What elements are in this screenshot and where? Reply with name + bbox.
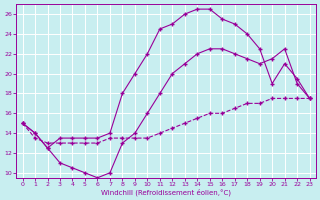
X-axis label: Windchill (Refroidissement éolien,°C): Windchill (Refroidissement éolien,°C) [101,188,231,196]
